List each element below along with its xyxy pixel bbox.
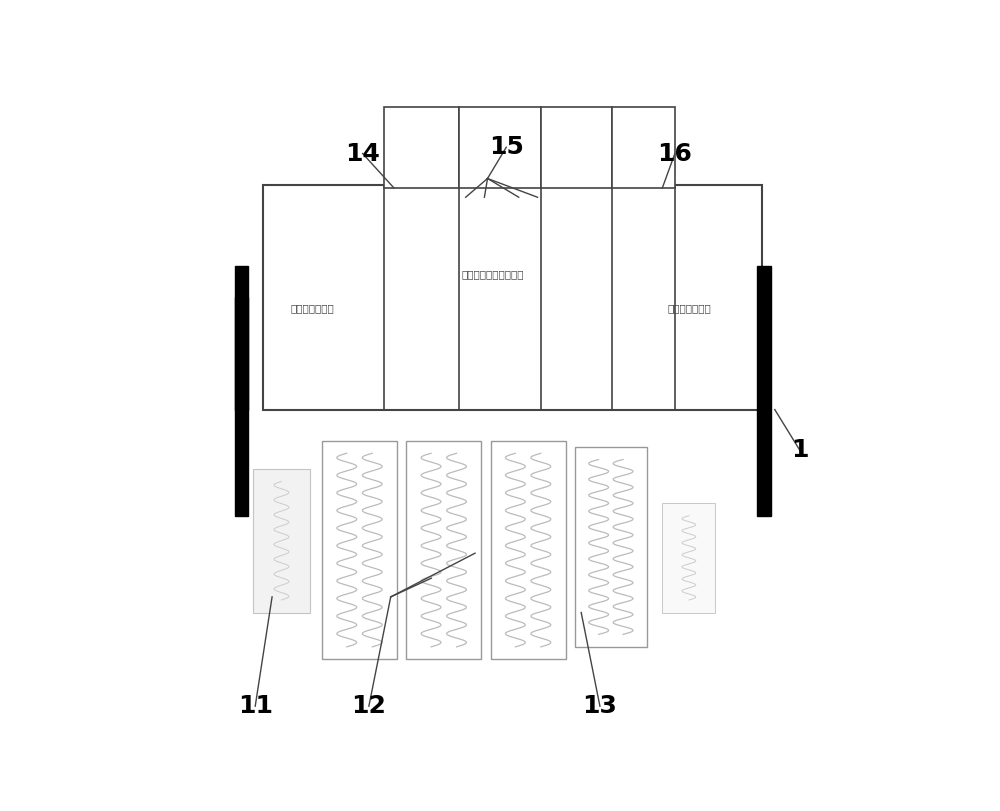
Bar (575, 447, 647, 647)
Text: 正断层一逆断层展示区: 正断层一逆断层展示区 (461, 270, 524, 280)
Bar (322, 441, 397, 659)
Bar (491, 441, 566, 659)
Text: 11: 11 (238, 694, 273, 719)
Text: 逆冲推覆展示区: 逆冲推覆展示区 (668, 303, 712, 313)
Text: 1: 1 (791, 438, 809, 462)
Text: 13: 13 (582, 694, 617, 719)
Text: 走滑断层展示区: 走滑断层展示区 (291, 303, 335, 313)
Bar (757, 266, 771, 516)
Bar (541, 107, 612, 188)
Text: 16: 16 (657, 142, 692, 165)
Bar (235, 266, 248, 516)
Text: 12: 12 (351, 694, 386, 719)
Bar (459, 107, 541, 188)
Bar (384, 107, 459, 188)
Text: 14: 14 (345, 142, 380, 165)
Bar (235, 297, 248, 410)
Bar (406, 441, 481, 659)
Bar (662, 503, 715, 612)
Bar (263, 185, 762, 410)
Text: 15: 15 (489, 135, 524, 159)
Bar (612, 107, 675, 188)
Bar (253, 469, 310, 612)
